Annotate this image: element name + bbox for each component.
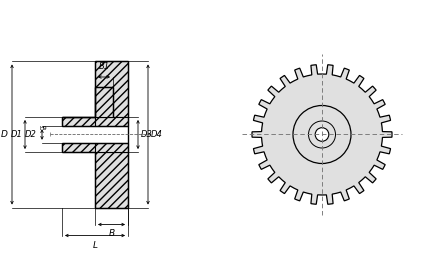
- Text: D3: D3: [141, 130, 153, 139]
- Text: B: B: [109, 229, 115, 239]
- Circle shape: [309, 121, 335, 148]
- Polygon shape: [252, 65, 392, 204]
- Polygon shape: [62, 117, 95, 126]
- Text: D2: D2: [25, 130, 37, 139]
- Polygon shape: [95, 87, 113, 117]
- Polygon shape: [62, 143, 95, 152]
- Circle shape: [315, 128, 329, 141]
- Polygon shape: [95, 62, 128, 117]
- Text: D: D: [0, 130, 7, 139]
- Polygon shape: [95, 117, 128, 126]
- Polygon shape: [95, 143, 128, 152]
- Text: H9: H9: [40, 126, 48, 130]
- Polygon shape: [95, 152, 128, 207]
- Text: D1: D1: [11, 130, 23, 139]
- Circle shape: [293, 105, 351, 164]
- Text: L: L: [92, 240, 98, 250]
- Text: B1: B1: [99, 62, 109, 71]
- Text: D4: D4: [151, 130, 163, 139]
